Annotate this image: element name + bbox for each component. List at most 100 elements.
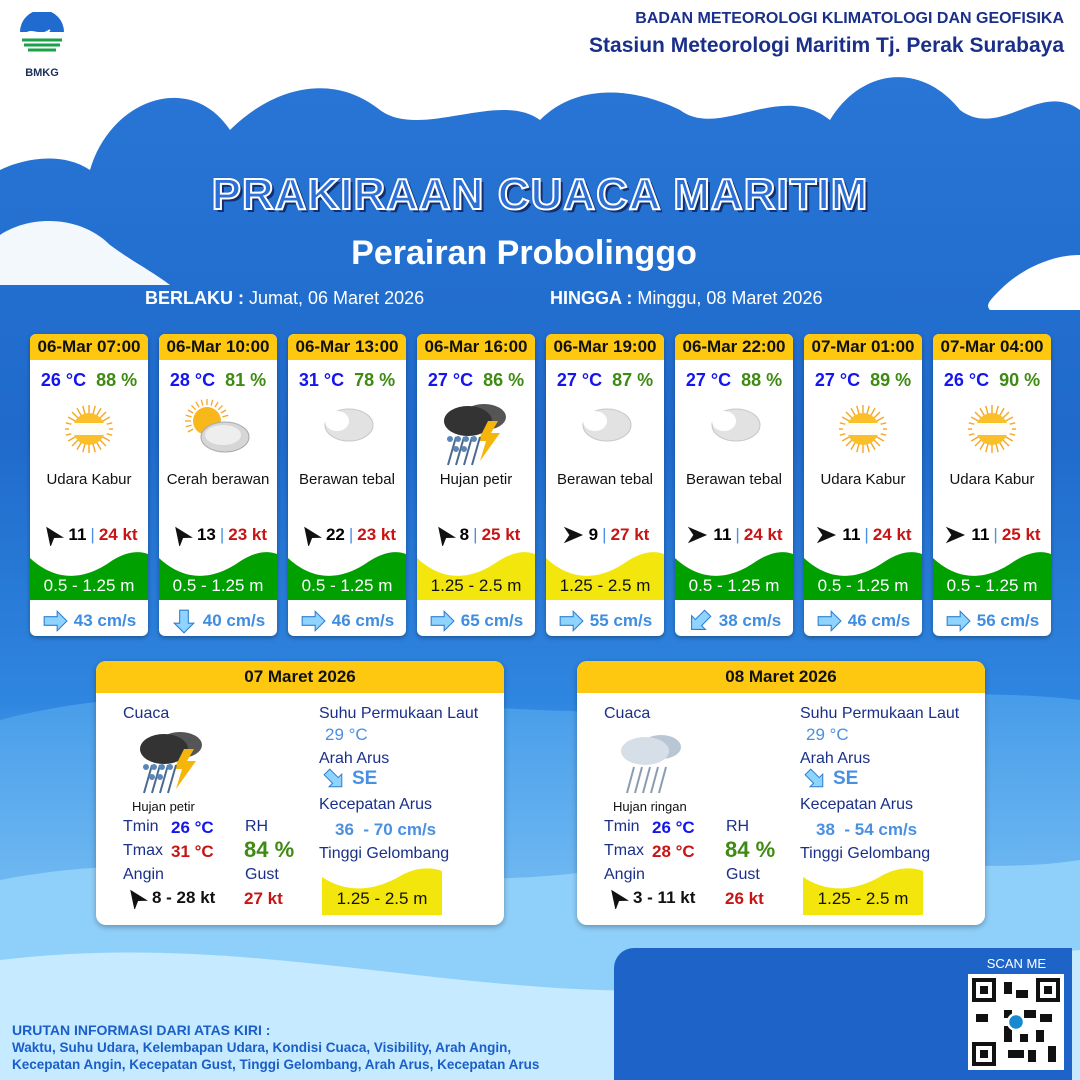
cloud-icon bbox=[288, 399, 406, 459]
weather-condition: Berawan tebal bbox=[686, 471, 782, 488]
valid-to-label: HINGGA : bbox=[550, 288, 633, 308]
tmax-label: Tmax bbox=[604, 842, 644, 859]
current-direction-label: Arah Arus bbox=[800, 750, 871, 767]
divider: | bbox=[348, 525, 354, 544]
current-speed: 46 cm/s bbox=[331, 611, 395, 630]
wave-height-band bbox=[417, 552, 535, 600]
wind-speed: 9 bbox=[588, 525, 599, 544]
qr-code[interactable] bbox=[968, 974, 1064, 1070]
valid-from-label: BERLAKU : bbox=[145, 288, 244, 308]
footer-line-2: Kecepatan Angin, Kecepatan Gust, Tinggi … bbox=[12, 1057, 540, 1072]
divider: | bbox=[602, 525, 607, 544]
weather-condition: Udara Kabur bbox=[46, 471, 132, 488]
hazy-sun-icon bbox=[30, 399, 148, 459]
wind-direction-icon bbox=[304, 526, 322, 546]
wind-speed: 8 bbox=[459, 525, 470, 544]
wave-height-band bbox=[159, 552, 277, 600]
forecast-card: 06-Mar 16:00 27 °C 86 % Hujan petir 8 | 25… bbox=[417, 334, 535, 636]
wave-height: 0.5 - 1.25 m bbox=[688, 576, 780, 595]
current-speed-label: Kecepatan Arus bbox=[800, 796, 913, 813]
rh-value: 84 % bbox=[244, 837, 295, 862]
forecast-time: 07-Mar 01:00 bbox=[804, 334, 922, 360]
wave-height-label: Tinggi Gelombang bbox=[800, 845, 931, 862]
rh-value: 84 % bbox=[725, 837, 776, 862]
rh-label: RH bbox=[726, 818, 750, 835]
air-temperature: 27 °C bbox=[814, 370, 861, 390]
weather-condition: Hujan petir bbox=[439, 471, 513, 488]
forecast-card: 06-Mar 22:00 27 °C 88 % Berawan tebal 11… bbox=[675, 334, 793, 636]
gust-label: Gust bbox=[726, 866, 760, 883]
current-direction-icon bbox=[690, 609, 712, 630]
air-temperature: 27 °C bbox=[427, 370, 474, 390]
current-speed: 40 cm/s bbox=[202, 611, 266, 630]
air-temperature: 26 °C bbox=[943, 370, 990, 390]
current-direction-icon bbox=[301, 609, 326, 633]
sst-label: Suhu Permukaan Laut bbox=[319, 705, 479, 722]
wave-height-label: Tinggi Gelombang bbox=[319, 845, 450, 862]
divider: | bbox=[90, 525, 95, 544]
qr-panel: SCAN ME bbox=[614, 948, 1072, 1080]
current-speed-range: 36 - 70 cm/s bbox=[335, 820, 437, 839]
current-direction-icon bbox=[430, 609, 455, 633]
agency-name: BADAN METEOROLOGI KLIMATOLOGI DAN GEOFIS… bbox=[635, 10, 1064, 27]
current-direction-value: SE bbox=[833, 768, 859, 789]
humidity: 78 % bbox=[354, 370, 396, 390]
forecast-card: 07-Mar 01:00 27 °C 89 % Udara Kabur 11 | 2… bbox=[804, 334, 922, 636]
wind-direction-icon bbox=[611, 889, 629, 909]
wind-direction-icon bbox=[437, 526, 456, 546]
gust-value: 26 kt bbox=[725, 889, 764, 908]
wind-speed: 11 bbox=[842, 525, 861, 544]
wind-direction-icon bbox=[175, 526, 193, 546]
current-speed: 55 cm/s bbox=[589, 611, 653, 630]
wind-speed: 11 bbox=[68, 525, 87, 544]
wind-speed: 11 bbox=[971, 525, 990, 544]
current-speed-range: 38 - 54 cm/s bbox=[816, 820, 918, 839]
current-speed: 56 cm/s bbox=[976, 611, 1040, 630]
humidity: 88 % bbox=[741, 370, 783, 390]
tmax-value: 31 °C bbox=[171, 842, 214, 861]
wind-direction-icon bbox=[817, 526, 837, 544]
wave-height-band bbox=[30, 552, 148, 600]
wave-height: 0.5 - 1.25 m bbox=[946, 576, 1038, 595]
thunderstorm-icon bbox=[132, 727, 212, 802]
divider: | bbox=[473, 525, 478, 544]
sst-value: 29 °C bbox=[325, 725, 368, 744]
weather-label: Cuaca bbox=[604, 705, 651, 722]
current-direction-label: Arah Arus bbox=[319, 750, 390, 767]
air-temperature: 27 °C bbox=[685, 370, 732, 390]
footer-line-1: Waktu, Suhu Udara, Kelembapan Udara, Kon… bbox=[12, 1040, 512, 1055]
daily-summary-card: 07 Maret 2026 Cuaca Hujan petir Tmin 26 … bbox=[96, 661, 504, 925]
forecast-time: 06-Mar 07:00 bbox=[30, 334, 148, 360]
weather-condition: Berawan tebal bbox=[299, 471, 395, 488]
logo-text: BMKG bbox=[25, 67, 59, 79]
cloud-icon bbox=[675, 399, 793, 459]
divider: | bbox=[219, 525, 225, 544]
wave-height-value: 1.25 - 2.5 m bbox=[817, 889, 909, 908]
divider: | bbox=[735, 525, 740, 544]
valid-to: HINGGA : Minggu, 08 Maret 2026 bbox=[550, 288, 822, 309]
wave-height: 0.5 - 1.25 m bbox=[43, 576, 135, 595]
current-direction-icon bbox=[323, 768, 343, 788]
humidity: 89 % bbox=[870, 370, 912, 390]
humidity: 87 % bbox=[612, 370, 654, 390]
wind-range: 8 - 28 kt bbox=[152, 888, 216, 907]
wave-height: 0.5 - 1.25 m bbox=[172, 576, 264, 595]
wind-speed: 11 bbox=[713, 525, 732, 544]
air-temperature: 27 °C bbox=[556, 370, 603, 390]
hazy-sun-icon bbox=[933, 399, 1051, 459]
daily-date: 07 Maret 2026 bbox=[96, 661, 504, 693]
valid-from: BERLAKU : Jumat, 06 Maret 2026 bbox=[145, 288, 424, 309]
divider: | bbox=[864, 525, 869, 544]
current-direction-icon bbox=[172, 609, 195, 634]
divider: | bbox=[993, 525, 998, 544]
wave-height-value: 1.25 - 2.5 m bbox=[336, 889, 428, 908]
station-name: Stasiun Meteorologi Maritim Tj. Perak Su… bbox=[589, 34, 1064, 57]
current-direction-icon bbox=[817, 609, 842, 633]
tmax-value: 28 °C bbox=[652, 842, 695, 861]
footer-heading: URUTAN INFORMASI DARI ATAS KIRI : bbox=[12, 1022, 271, 1038]
page-subtitle: Perairan Probolinggo bbox=[351, 234, 697, 272]
tmin-value: 26 °C bbox=[652, 818, 695, 837]
humidity: 86 % bbox=[483, 370, 525, 390]
forecast-card: 06-Mar 07:00 26 °C 88 % Udara Kabur 11 | 2… bbox=[30, 334, 148, 636]
weather-condition: Cerah berawan bbox=[166, 471, 270, 488]
